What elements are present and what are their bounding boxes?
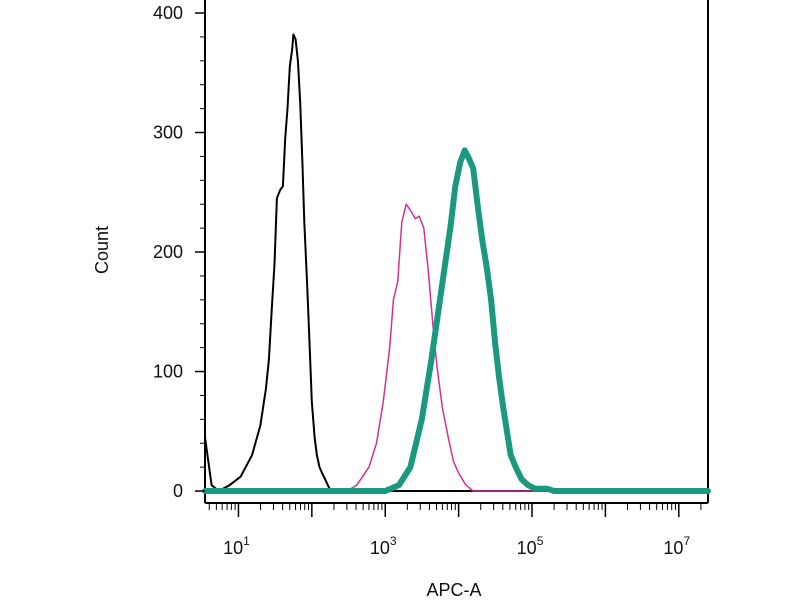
y-tick-label: 400 [153, 3, 183, 23]
series-line-3 [202, 147, 711, 494]
series-line-2 [204, 203, 709, 492]
x-axis: 101 103 105 107 [208, 503, 702, 558]
x-tick-label: 107 [663, 534, 690, 558]
y-tick-label: 0 [173, 481, 183, 501]
y-tick-label: 200 [153, 242, 183, 262]
y-tick-label: 100 [153, 362, 183, 382]
x-tick-label: 105 [517, 534, 544, 558]
y-tick-label: 300 [153, 123, 183, 143]
x-tick-label: 101 [223, 534, 250, 558]
y-axis-label: Count [92, 226, 112, 274]
y-axis: 0 100 200 300 400 [153, 3, 205, 501]
x-tick-label: 103 [370, 534, 397, 558]
series-line-1 [204, 33, 709, 492]
series-layer [202, 33, 711, 494]
plot-frame [204, 0, 709, 504]
x-axis-label: APC-A [426, 580, 481, 600]
